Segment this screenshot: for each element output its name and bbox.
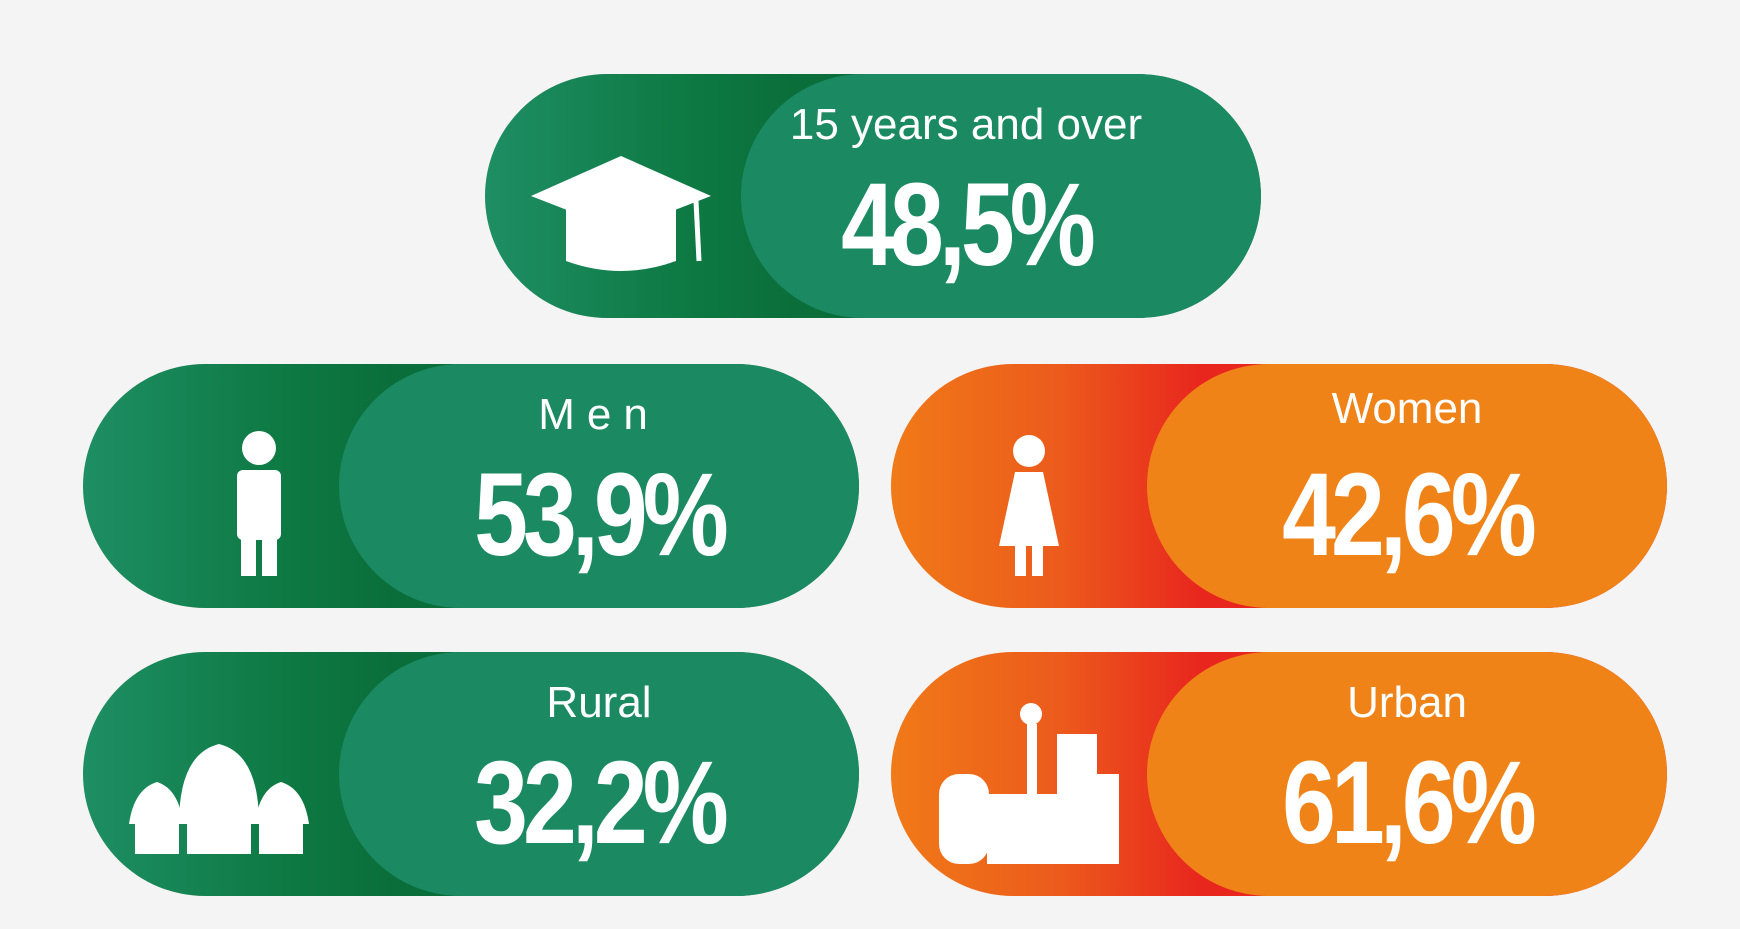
icon-huts bbox=[129, 744, 309, 854]
card-label: Women bbox=[1331, 384, 1483, 433]
card: Rural 32,2% bbox=[83, 652, 859, 896]
card-value: 42,6% bbox=[1282, 449, 1537, 581]
card-panel: Urban 61,6% bbox=[1147, 652, 1667, 896]
card-label: 15 years and over bbox=[789, 100, 1143, 149]
card-value: 53,9% bbox=[474, 449, 729, 581]
card: Women 42,6% bbox=[891, 364, 1667, 608]
icon-man bbox=[237, 431, 281, 576]
card: Men 53,9% bbox=[83, 364, 859, 608]
card-value: 61,6% bbox=[1282, 737, 1537, 869]
card-panel: 15 years and over 48,5% bbox=[741, 74, 1261, 318]
icon-graduation-cap bbox=[531, 156, 711, 271]
card-panel: Rural 32,2% bbox=[339, 652, 859, 896]
card: 15 years and over 48,5% bbox=[485, 74, 1261, 318]
card-label: Urban bbox=[1347, 678, 1467, 727]
icon-woman bbox=[999, 435, 1059, 576]
card-panel: Women 42,6% bbox=[1147, 364, 1667, 608]
card-value: 32,2% bbox=[474, 737, 729, 869]
card: Urban 61,6% bbox=[891, 652, 1667, 896]
card-panel: Men 53,9% bbox=[339, 364, 859, 608]
card-label: Men bbox=[538, 390, 660, 439]
card-label: Rural bbox=[546, 678, 652, 727]
icon-factory bbox=[939, 703, 1119, 864]
card-value: 48,5% bbox=[841, 159, 1096, 291]
